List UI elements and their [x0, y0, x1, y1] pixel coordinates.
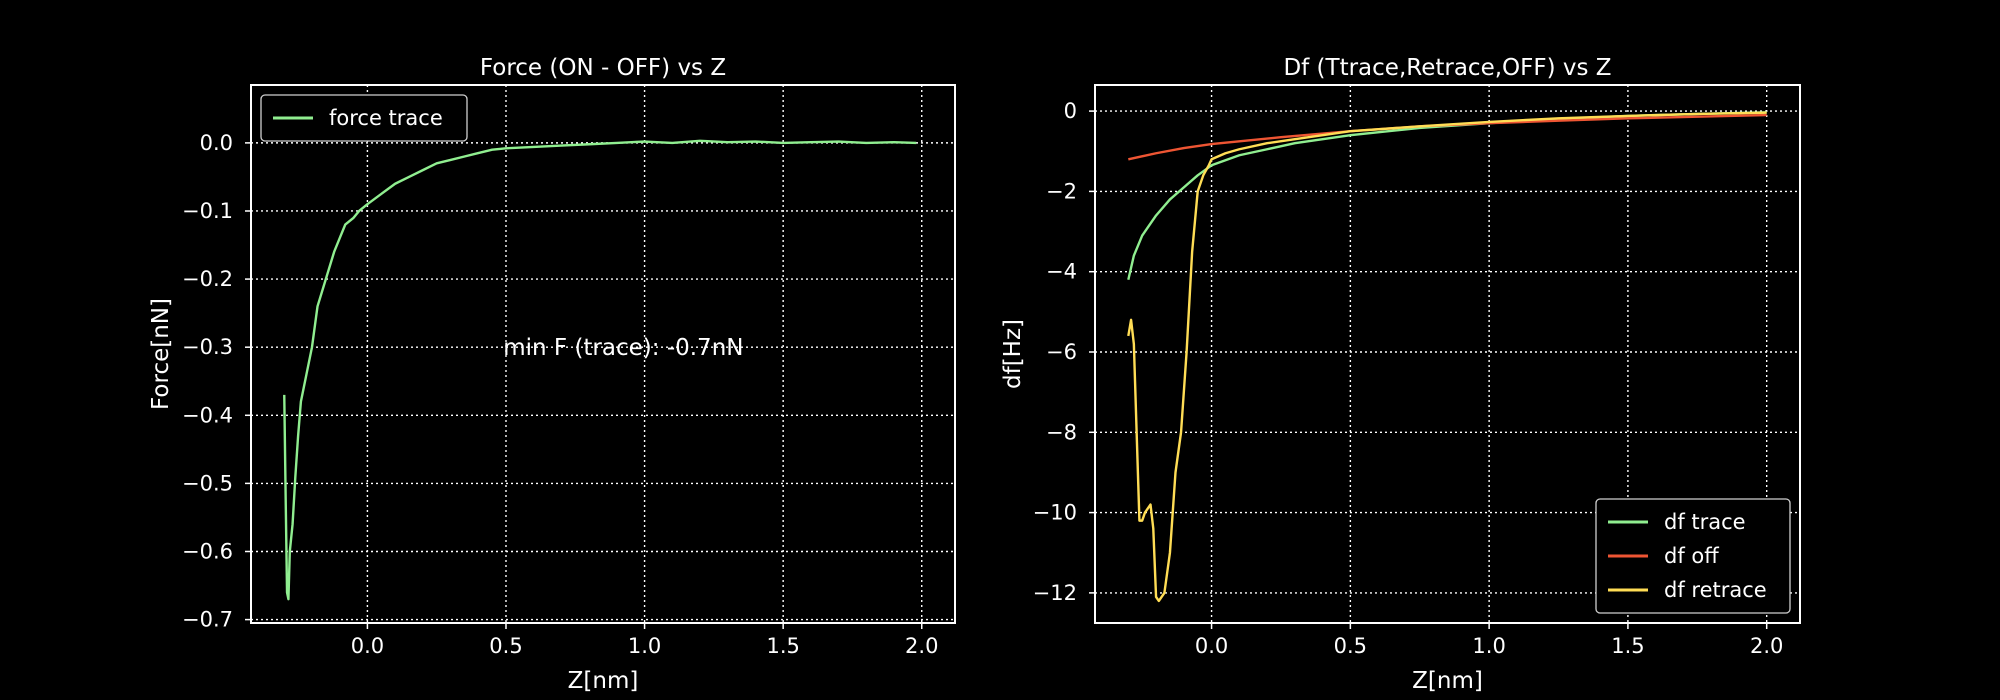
- y-tick-label: −2: [1046, 179, 1077, 203]
- x-tick-label: 1.0: [628, 634, 661, 658]
- x-tick-label: 2.0: [905, 634, 938, 658]
- x-tick-label: 0.0: [351, 634, 384, 658]
- plot-frame: [250, 84, 956, 624]
- y-axis-label: df[Hz]: [1000, 319, 1026, 389]
- y-tick-label: −0.2: [182, 267, 233, 291]
- x-tick-label: 0.5: [489, 634, 522, 658]
- series-line-df-retrace: [1127, 111, 1767, 603]
- legend-label: df retrace: [1664, 578, 1767, 602]
- plot-frame: [1094, 84, 1801, 624]
- y-tick-label: 0: [1064, 99, 1077, 123]
- x-tick-label: 0.5: [1334, 634, 1367, 658]
- legend-label: force trace: [329, 106, 443, 130]
- legend: df trace df off df retrace: [1595, 498, 1791, 614]
- y-tick-label: −0.1: [182, 199, 233, 223]
- y-tick-label: −8: [1046, 420, 1077, 444]
- y-tick-label: −0.5: [182, 471, 233, 495]
- x-tick-label: 0.0: [1195, 634, 1228, 658]
- y-tick-label: −4: [1046, 260, 1077, 284]
- chart-title: Df (Ttrace,Retrace,OFF) vs Z: [1283, 55, 1611, 81]
- legend-box: [1595, 498, 1791, 614]
- y-tick-label: −0.3: [182, 335, 233, 359]
- x-axis-label: Z[nm]: [568, 668, 639, 694]
- x-tick-label: 1.0: [1472, 634, 1505, 658]
- y-tick-label: −0.7: [182, 608, 233, 632]
- chart-title: Force (ON - OFF) vs Z: [480, 55, 726, 81]
- y-tick-label: −12: [1033, 581, 1077, 605]
- chart-panel-2: 0.0 0.5 1.0 1.5 2.0 0 −2 −4 −6 −8 −10 −12 Df (Ttrace…: [1000, 55, 1801, 694]
- legend-label: df off: [1664, 544, 1719, 568]
- legend: force trace: [260, 94, 468, 142]
- x-tick-label: 1.5: [1611, 634, 1644, 658]
- y-axis-label: Force[nN]: [148, 298, 174, 410]
- annotation-text: min F (trace): -0.7nN: [503, 335, 743, 361]
- y-tick-label: −10: [1033, 501, 1077, 525]
- x-tick-label: 1.5: [766, 634, 799, 658]
- y-tick-label: −6: [1046, 340, 1077, 364]
- y-tick-label: 0.0: [200, 131, 233, 155]
- y-tick-label: −0.4: [182, 403, 233, 427]
- legend-label: df trace: [1664, 510, 1746, 534]
- x-tick-label: 2.0: [1750, 634, 1783, 658]
- series-line-force-trace: [283, 139, 917, 601]
- chart-panel-1: 0.0 0.5 1.0 1.5 2.0 0.0 −0.1 −0.2 −0.3 −0.4 −0.5 −0…: [148, 55, 956, 694]
- legend-box: [260, 94, 468, 142]
- y-tick-label: −0.6: [182, 539, 233, 563]
- x-axis-label: Z[nm]: [1412, 668, 1483, 694]
